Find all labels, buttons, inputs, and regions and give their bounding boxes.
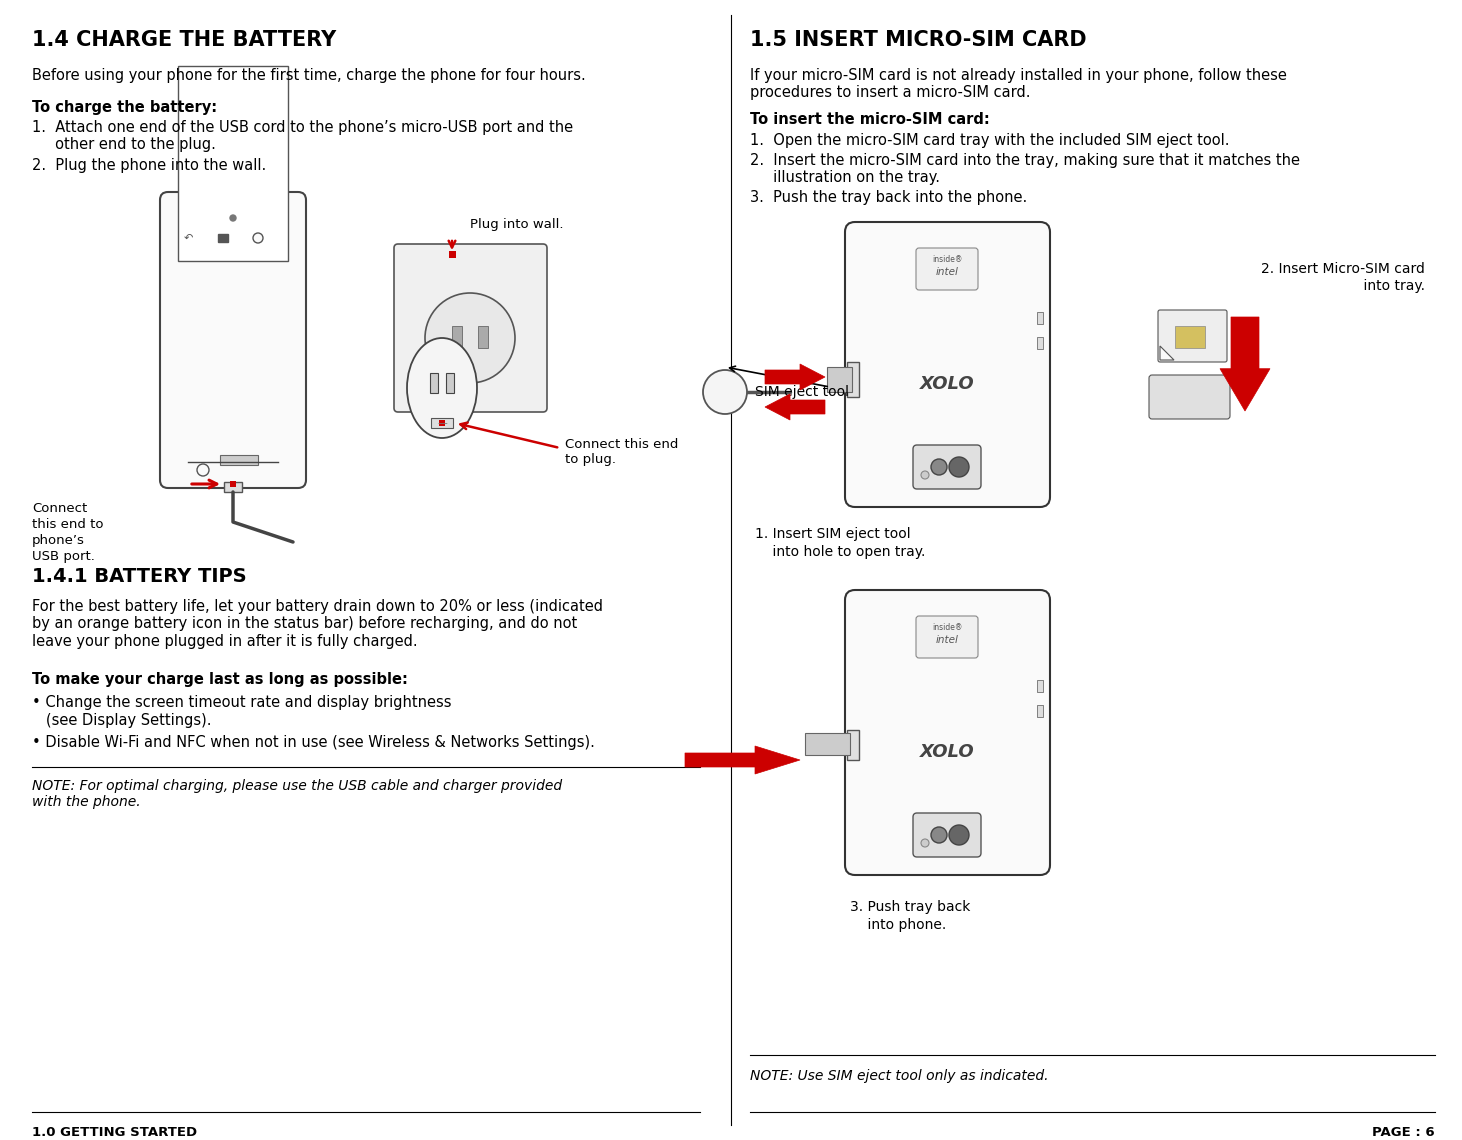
Text: • Change the screen timeout rate and display brightness: • Change the screen timeout rate and dis… xyxy=(32,695,452,710)
FancyBboxPatch shape xyxy=(912,445,981,489)
Bar xyxy=(452,326,462,348)
Text: USB port.: USB port. xyxy=(32,549,95,563)
Polygon shape xyxy=(686,746,800,774)
Text: 2.  Insert the micro-SIM card into the tray, making sure that it matches the: 2. Insert the micro-SIM card into the tr… xyxy=(750,153,1300,168)
Bar xyxy=(449,251,456,258)
Text: (see Display Settings).: (see Display Settings). xyxy=(32,712,212,728)
Text: —: — xyxy=(437,418,447,428)
Text: with the phone.: with the phone. xyxy=(32,795,140,809)
Text: SIM eject tool: SIM eject tool xyxy=(754,385,849,399)
Bar xyxy=(806,733,849,755)
Text: illustration on the tray.: illustration on the tray. xyxy=(750,170,940,185)
Bar xyxy=(846,730,860,760)
Text: 1.  Open the micro-SIM card tray with the included SIM eject tool.: 1. Open the micro-SIM card tray with the… xyxy=(750,133,1230,148)
Bar xyxy=(224,482,243,492)
Text: If your micro-SIM card is not already installed in your phone, follow these: If your micro-SIM card is not already in… xyxy=(750,68,1287,83)
Text: into hole to open tray.: into hole to open tray. xyxy=(754,545,925,559)
Text: 2. Insert Micro-SIM card: 2. Insert Micro-SIM card xyxy=(1262,262,1425,276)
Circle shape xyxy=(921,471,928,479)
Bar xyxy=(430,373,439,393)
Text: XOLO: XOLO xyxy=(920,743,974,762)
Bar xyxy=(230,481,235,487)
Text: 1.4 CHARGE THE BATTERY: 1.4 CHARGE THE BATTERY xyxy=(32,30,336,50)
FancyBboxPatch shape xyxy=(917,616,978,658)
Polygon shape xyxy=(1159,347,1174,360)
Text: NOTE: For optimal charging, please use the USB cable and charger provided: NOTE: For optimal charging, please use t… xyxy=(32,779,561,793)
Bar xyxy=(1037,312,1042,324)
Ellipse shape xyxy=(406,337,477,438)
Polygon shape xyxy=(1219,317,1270,412)
Text: 2.  Plug the phone into the wall.: 2. Plug the phone into the wall. xyxy=(32,158,266,173)
Text: For the best battery life, let your battery drain down to 20% or less (indicated: For the best battery life, let your batt… xyxy=(32,598,602,649)
Text: inside®: inside® xyxy=(931,624,962,633)
Circle shape xyxy=(921,839,928,847)
Text: 1.0 GETTING STARTED: 1.0 GETTING STARTED xyxy=(32,1126,197,1139)
Bar xyxy=(439,420,444,426)
Bar xyxy=(218,234,228,242)
FancyBboxPatch shape xyxy=(845,222,1050,507)
Bar xyxy=(1037,705,1042,717)
Text: intel: intel xyxy=(936,635,959,645)
Text: Connect this end
to plug.: Connect this end to plug. xyxy=(564,438,678,466)
Circle shape xyxy=(949,457,969,477)
Text: 1.5 INSERT MICRO-SIM CARD: 1.5 INSERT MICRO-SIM CARD xyxy=(750,30,1086,50)
Circle shape xyxy=(197,464,209,477)
Bar xyxy=(1175,326,1205,348)
Bar xyxy=(178,66,288,261)
Text: Before using your phone for the first time, charge the phone for four hours.: Before using your phone for the first ti… xyxy=(32,68,586,83)
Bar xyxy=(219,455,257,465)
Text: NOTE: Use SIM eject tool only as indicated.: NOTE: Use SIM eject tool only as indicat… xyxy=(750,1069,1048,1083)
Text: inside®: inside® xyxy=(931,255,962,264)
Ellipse shape xyxy=(425,293,515,383)
FancyBboxPatch shape xyxy=(159,192,306,488)
FancyBboxPatch shape xyxy=(912,813,981,857)
Text: To make your charge last as long as possible:: To make your charge last as long as poss… xyxy=(32,671,408,687)
FancyBboxPatch shape xyxy=(917,249,978,290)
Text: this end to: this end to xyxy=(32,518,104,531)
Text: Connect: Connect xyxy=(32,502,88,515)
Text: • Disable Wi-Fi and NFC when not in use (see Wireless & Networks Settings).: • Disable Wi-Fi and NFC when not in use … xyxy=(32,735,595,750)
Circle shape xyxy=(230,215,235,221)
FancyBboxPatch shape xyxy=(1158,310,1227,363)
Text: To charge the battery:: To charge the battery: xyxy=(32,100,218,115)
Circle shape xyxy=(253,233,263,243)
Text: XOLO: XOLO xyxy=(920,375,974,393)
Bar xyxy=(1037,679,1042,692)
Text: procedures to insert a micro-SIM card.: procedures to insert a micro-SIM card. xyxy=(750,86,1031,100)
Bar xyxy=(827,367,852,392)
FancyBboxPatch shape xyxy=(393,244,547,412)
Bar xyxy=(431,418,453,428)
Polygon shape xyxy=(765,364,825,390)
Circle shape xyxy=(703,370,747,414)
Text: 1.  Attach one end of the USB cord to the phone’s micro-USB port and the
     ot: 1. Attach one end of the USB cord to the… xyxy=(32,120,573,153)
Text: 1.4.1 BATTERY TIPS: 1.4.1 BATTERY TIPS xyxy=(32,567,247,586)
Bar xyxy=(1037,337,1042,349)
FancyBboxPatch shape xyxy=(845,591,1050,876)
Bar xyxy=(446,373,455,393)
Text: phone’s: phone’s xyxy=(32,534,85,547)
Text: To insert the micro-SIM card:: To insert the micro-SIM card: xyxy=(750,112,990,127)
Circle shape xyxy=(931,459,947,475)
Text: 3.  Push the tray back into the phone.: 3. Push the tray back into the phone. xyxy=(750,190,1028,205)
Bar xyxy=(846,363,860,397)
Text: Plug into wall.: Plug into wall. xyxy=(469,218,563,231)
Polygon shape xyxy=(765,394,825,420)
Text: intel: intel xyxy=(936,267,959,277)
Text: PAGE : 6: PAGE : 6 xyxy=(1373,1126,1436,1139)
Circle shape xyxy=(931,826,947,842)
FancyBboxPatch shape xyxy=(1149,375,1230,420)
Bar xyxy=(478,326,488,348)
Text: 3. Push tray back: 3. Push tray back xyxy=(849,899,971,914)
Text: into tray.: into tray. xyxy=(1347,279,1425,293)
Text: ↶: ↶ xyxy=(183,233,193,243)
Circle shape xyxy=(949,825,969,845)
Text: 1. Insert SIM eject tool: 1. Insert SIM eject tool xyxy=(754,527,911,542)
Text: into phone.: into phone. xyxy=(849,918,946,933)
